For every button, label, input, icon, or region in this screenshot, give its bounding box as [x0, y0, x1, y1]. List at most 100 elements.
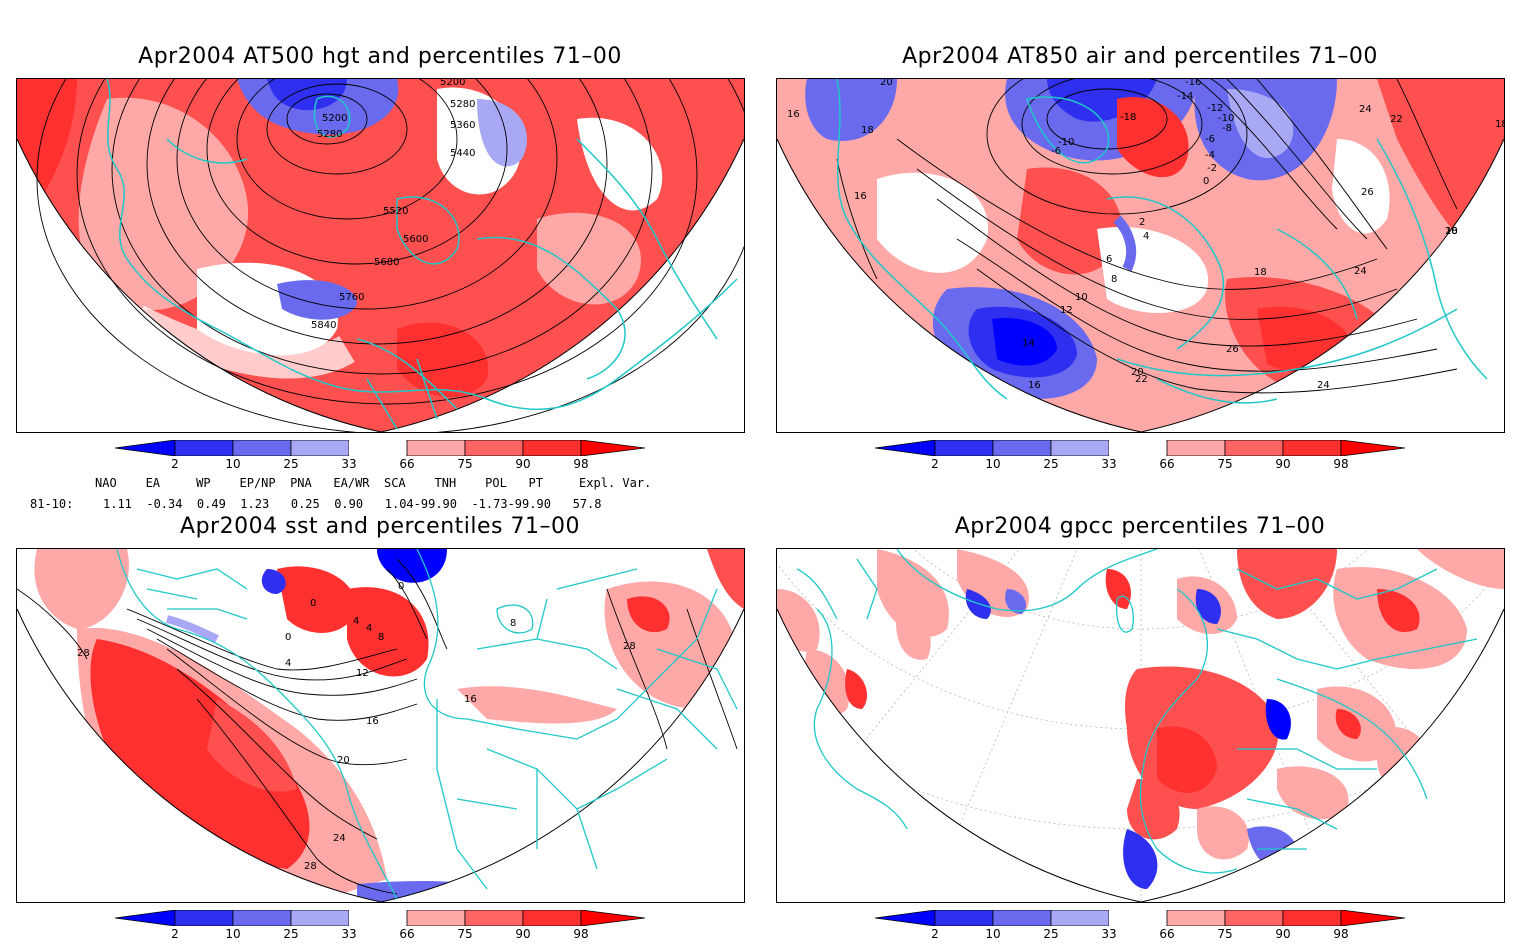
contour-label: 22: [1135, 374, 1148, 385]
contour-label: 16: [366, 716, 379, 727]
contour-label: 26: [1361, 187, 1374, 198]
colorbar-label: 75: [457, 457, 473, 471]
contour-label: 6: [1106, 254, 1112, 265]
contour-label: 5200: [322, 113, 347, 124]
contour-label: -18: [1120, 112, 1136, 123]
colorbar-gpcc: 2 10 25 33 66 75 90 98: [874, 909, 1406, 946]
contour-label: 20: [1445, 226, 1458, 237]
colorbar-label: 10: [985, 457, 1001, 471]
contour-label: -10: [1058, 137, 1074, 148]
map-panel-air850: 16 18 20 24 22 18 16 -16 -14 -12 -10 -8 …: [776, 78, 1505, 433]
colorbar-label: 98: [1333, 927, 1349, 941]
colorbar-label: 2: [931, 457, 939, 471]
map-panel-gpcc: [776, 548, 1505, 903]
contour-label: 2: [1139, 217, 1145, 228]
contour-label: 20: [1131, 367, 1144, 378]
colorbar-label: 10: [225, 457, 241, 471]
contour-label: 18: [861, 125, 874, 136]
contour-label: 28: [623, 641, 636, 652]
colorbar-label: 33: [1101, 457, 1117, 471]
colorbar-label: 66: [399, 927, 415, 941]
contour-label: 18: [1445, 226, 1458, 237]
contour-label: -10: [1218, 113, 1234, 124]
colorbar-label: 90: [1275, 457, 1291, 471]
colorbar-label: 25: [283, 457, 299, 471]
contour-label: -2: [1207, 163, 1217, 174]
contour-label: 8: [378, 632, 384, 643]
colorbar-label: 90: [515, 457, 531, 471]
contour-label: 8: [510, 618, 516, 629]
panel-2-title: Apr2004 AT850 air and percentiles 71–00: [902, 44, 1378, 69]
contour-label: 5600: [403, 234, 428, 245]
contour-label: 14: [1022, 338, 1035, 349]
contour-label: 26: [1226, 344, 1239, 355]
contour-label: 18: [1254, 267, 1267, 278]
contour-label: -6: [1051, 146, 1061, 157]
contour-label: 28: [77, 648, 90, 659]
contour-label: 5200: [440, 79, 465, 88]
colorbar-sst: 2 10 25 33 66 75 90 98: [114, 909, 646, 946]
contour-label: 20: [880, 79, 893, 88]
contour-label: 24: [1317, 380, 1330, 391]
colorbar-label: 2: [171, 927, 179, 941]
contour-label: 24: [1359, 104, 1372, 115]
contour-label: -16: [1185, 79, 1201, 88]
indices-row-label: 81-10:: [30, 497, 74, 511]
contour-label: 24: [333, 833, 346, 844]
contour-label: 5440: [450, 148, 475, 159]
colorbar-label: 25: [1043, 457, 1059, 471]
colorbar-label: 2: [931, 927, 939, 941]
contour-label: 16: [854, 191, 867, 202]
contour-label: 20: [337, 755, 350, 766]
contour-label: 4: [353, 616, 359, 627]
map-panel-sst: 28 0 0 0 4 4 8 4 12 16 20 24 28 28 8 16: [16, 548, 745, 903]
colorbar-label: 2: [171, 457, 179, 471]
contour-label: 22: [1390, 114, 1403, 125]
colorbar-label: 25: [1043, 927, 1059, 941]
colorbar-label: 90: [1275, 927, 1291, 941]
contour-label: 12: [1060, 305, 1073, 316]
contour-label: -4: [1205, 150, 1215, 161]
colorbar-label: 66: [399, 457, 415, 471]
colorbar-label: 75: [1217, 457, 1233, 471]
colorbar-label: 98: [1333, 457, 1349, 471]
contour-label: 4: [366, 623, 372, 634]
contour-label: 5360: [450, 120, 475, 131]
contour-label: 5760: [339, 292, 364, 303]
contour-label: 24: [1354, 266, 1367, 277]
contour-label: -8: [1222, 123, 1232, 134]
indices-header: NAO EA WP EP/NP PNA EA/WR SCA TNH POL PT…: [95, 476, 652, 490]
contour-label: 16: [1028, 380, 1041, 391]
contour-label: 0: [285, 632, 291, 643]
contour-label: -12: [1207, 103, 1223, 114]
indices-values: 1.11 -0.34 0.49 1.23 0.25 0.90 1.04-99.9…: [103, 497, 602, 511]
contour-label: 4: [285, 658, 291, 669]
contour-label: 16: [787, 109, 800, 120]
contour-label: -14: [1177, 91, 1193, 102]
colorbar-label: 25: [283, 927, 299, 941]
colorbar-hgt500: 2 10 25 33 66 75 90 98: [114, 439, 646, 476]
colorbar-label: 33: [1101, 927, 1117, 941]
panel-1-title: Apr2004 AT500 hgt and percentiles 71–00: [138, 44, 622, 69]
colorbar-label: 66: [1159, 927, 1175, 941]
contour-label: 12: [356, 668, 369, 679]
colorbar-label: 75: [457, 927, 473, 941]
colorbar-label: 66: [1159, 457, 1175, 471]
colorbar-label: 90: [515, 927, 531, 941]
contour-label: 0: [398, 581, 404, 592]
colorbar-label: 98: [573, 457, 589, 471]
contour-label: 5280: [450, 99, 475, 110]
contour-label: 16: [464, 694, 477, 705]
panel-4-title: Apr2004 gpcc percentiles 71–00: [954, 514, 1326, 539]
colorbar-label: 33: [341, 927, 357, 941]
contour-label: 5520: [383, 206, 408, 217]
colorbar-air850: 2 10 25 33 66 75 90 98: [874, 439, 1406, 476]
contour-label: 5840: [311, 320, 336, 331]
colorbar-label: 10: [225, 927, 241, 941]
colorbar-label: 10: [985, 927, 1001, 941]
contour-label: 0: [310, 598, 316, 609]
contour-label: 10: [1075, 292, 1088, 303]
contour-label: 5680: [374, 257, 399, 268]
contour-label: 8: [1111, 274, 1117, 285]
panel-3-title: Apr2004 sst and percentiles 71–00: [180, 514, 580, 539]
